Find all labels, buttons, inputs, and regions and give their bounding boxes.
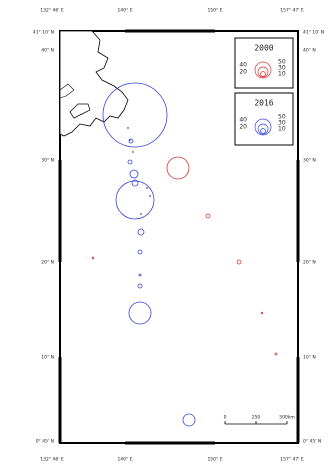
land (59, 83, 75, 99)
frame-ticks (58, 29, 300, 445)
legend-label: 50 (278, 59, 286, 66)
legend-label: 30 (278, 65, 286, 72)
left-label: 40° N (41, 48, 54, 54)
right-label: 41° 10' N (303, 30, 324, 36)
legend-label: 10 (278, 71, 286, 78)
left-label: 20° N (41, 260, 54, 266)
legend-label: 50 (278, 114, 286, 121)
top-label: 157° 47' E (280, 8, 304, 14)
right-label: 20° N (303, 260, 316, 266)
scale-bar (224, 421, 288, 425)
scale-label: 250 (252, 415, 261, 421)
markers-2000 (91, 156, 278, 356)
bottom-label: 150° E (207, 457, 222, 463)
scale-label: 500km (279, 415, 295, 421)
legend-year: 2016 (254, 99, 273, 108)
right-label: 0° 45' N (303, 439, 321, 445)
left-label: 41° 10' N (33, 30, 54, 36)
legend-label: 20 (239, 69, 247, 76)
left-label: 0° 45' N (36, 439, 54, 445)
bottom-label: 157° 47' E (280, 457, 304, 463)
left-label: 10° N (41, 355, 54, 361)
right-label: 40° N (303, 48, 316, 54)
markers-2016 (102, 82, 196, 427)
left-label: 30° N (41, 158, 54, 164)
legend-label: 40 (239, 117, 247, 124)
legend-symbol (254, 61, 272, 79)
legend-label: 20 (239, 124, 247, 131)
right-label: 10° N (303, 355, 316, 361)
bottom-label: 140° E (117, 457, 132, 463)
legend-year: 2000 (254, 44, 273, 53)
legend-symbol (254, 118, 272, 136)
scale-label: 0 (224, 415, 227, 421)
right-label: 30° N (303, 158, 316, 164)
legend-label: 40 (239, 62, 247, 69)
land (69, 103, 91, 119)
top-label: 150° E (207, 8, 222, 14)
legend-label: 30 (278, 120, 286, 127)
top-label: 140° E (117, 8, 132, 14)
bottom-label: 132° 46' E (40, 457, 64, 463)
legend-label: 10 (278, 126, 286, 133)
top-label: 132° 46' E (40, 8, 64, 14)
legend-box (234, 37, 294, 89)
